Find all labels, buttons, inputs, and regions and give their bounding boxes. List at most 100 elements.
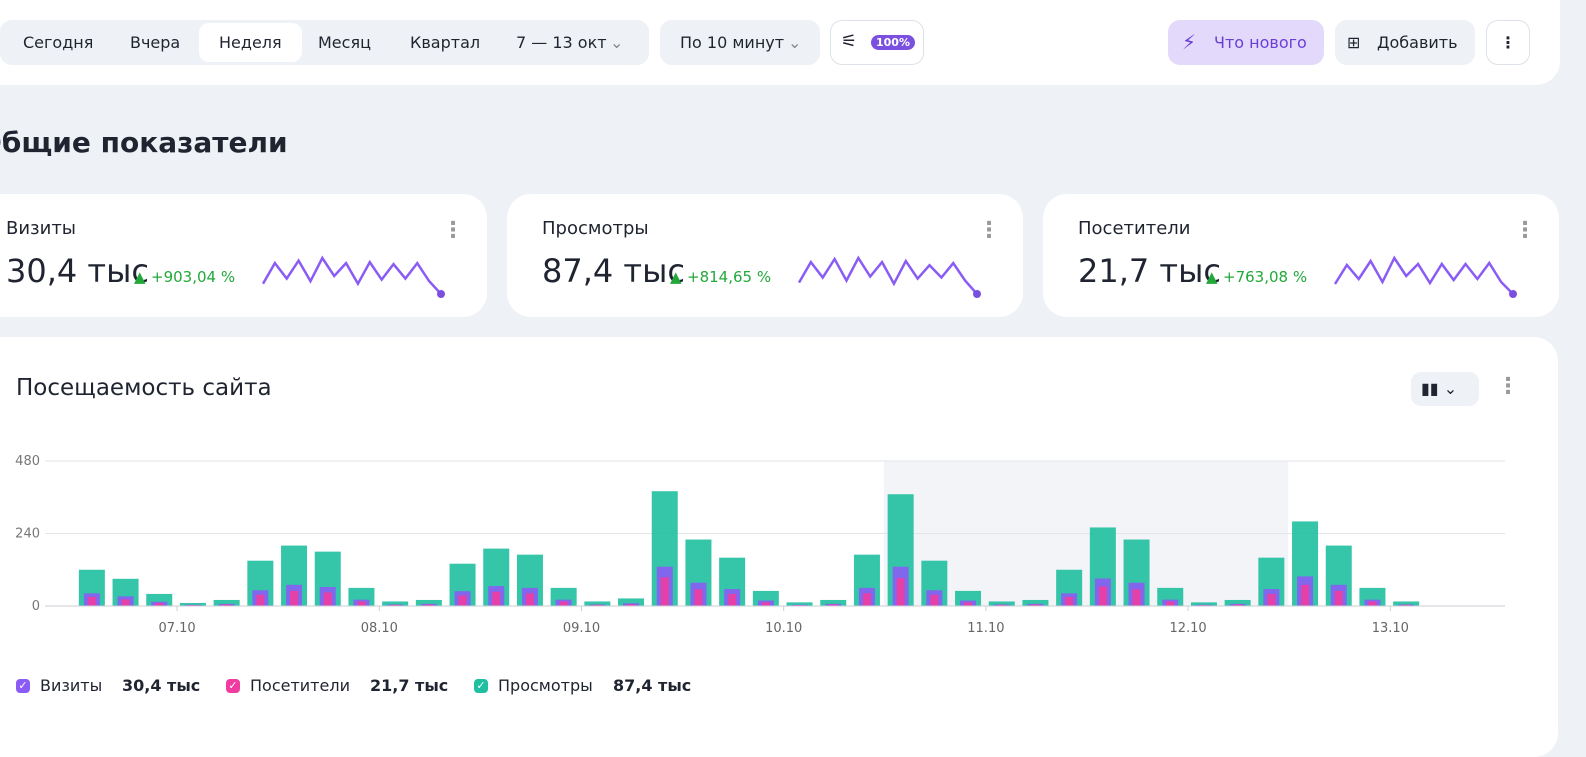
x-tick-label: 11.10: [967, 621, 1004, 636]
bar: [1368, 601, 1377, 606]
bolt-icon: ⚡: [1182, 30, 1197, 54]
bar: [1031, 604, 1040, 606]
sparkline-line: [1333, 255, 1514, 295]
bar: [525, 593, 534, 606]
bar: [290, 590, 299, 606]
bar: [1267, 593, 1276, 606]
bar: [997, 604, 1006, 606]
section-title: Общие показатели: [0, 126, 288, 159]
card-menu[interactable]: ⋮: [1514, 218, 1536, 243]
filter-badge: 100%: [871, 35, 915, 50]
add-label: Добавить: [1377, 33, 1458, 52]
bar: [1132, 589, 1141, 606]
chevron: ⌄: [788, 33, 802, 52]
whats-new[interactable]: Что нового ⚡: [1168, 20, 1324, 65]
sparkline-dot: [437, 290, 445, 298]
legend-checkbox[interactable]: ✓: [226, 679, 240, 693]
granularity[interactable]: По 10 минут ⌄: [660, 20, 820, 65]
bar: [761, 602, 770, 606]
legend-checkbox[interactable]: ✓: [16, 679, 30, 693]
card-value: 21,7 тыс: [1078, 252, 1221, 290]
legend-name: Посетители: [250, 676, 350, 695]
bar: [1393, 601, 1420, 606]
bar: [415, 599, 442, 606]
bar: [222, 604, 231, 606]
bar: [829, 604, 838, 606]
add-button[interactable]: Добавить ⊞: [1335, 20, 1475, 65]
bar: [1402, 604, 1411, 606]
period-button[interactable]: Неделя: [199, 23, 302, 62]
card-menu[interactable]: ⋮: [978, 218, 1000, 243]
sparkline-line: [797, 255, 978, 295]
bar: [1190, 602, 1217, 606]
card-value: 87,4 тыс: [542, 252, 685, 290]
bar: [627, 604, 636, 606]
bar: [213, 599, 240, 606]
x-tick-label: 10.10: [765, 621, 802, 636]
bar: [121, 599, 130, 606]
bar: [1334, 590, 1343, 606]
x-tick-label: 09.10: [563, 621, 600, 636]
sparkline-dot: [973, 290, 981, 298]
legend-total: 30,4 тыс: [122, 676, 201, 695]
bar: [179, 602, 206, 606]
sparkline: [1333, 255, 1517, 298]
bar: [155, 602, 164, 606]
more-button[interactable]: ⋮: [1486, 20, 1530, 65]
metric-card: Посетители 21,7 тыс +763,08 % ▲ ⋮: [1043, 194, 1559, 317]
legend-total: 87,4 тыс: [613, 676, 692, 695]
card-title: Визиты: [6, 218, 77, 239]
bar: [584, 601, 611, 606]
bar: [694, 589, 703, 606]
bar: [424, 604, 433, 606]
card-value: 30,4 тыс: [6, 252, 149, 290]
period-group: Сегодня Вчера Неделя Месяц Квартал 7 — 13 окт…: [0, 20, 649, 65]
metric-card: Визиты 30,4 тыс +903,04 % ▲ ⋮: [0, 194, 487, 317]
bar: [786, 602, 813, 606]
filter-icon: ⚟: [841, 31, 858, 52]
legend-name: Визиты: [40, 676, 103, 695]
bar: [391, 604, 400, 606]
chart: 0 240 480 07.10 08.10 09.10 10.10 11.10 12.10 13.…: [15, 454, 1505, 636]
sparkline: [261, 255, 445, 298]
y-tick-label: 240: [15, 527, 40, 542]
up-arrow: ▲: [134, 268, 146, 286]
y-tick-label: 0: [32, 599, 40, 614]
x-tick-label: 07.10: [158, 621, 195, 636]
chevron: ⌄: [610, 33, 624, 52]
bar: [357, 601, 366, 606]
period-button[interactable]: Месяц: [318, 33, 371, 52]
legend-checkbox[interactable]: ✓: [474, 679, 488, 693]
card-menu[interactable]: ⋮: [442, 218, 464, 243]
legend-name: Просмотры: [498, 676, 593, 695]
granularity-label: По 10 минут: [680, 33, 785, 52]
sparkline-dot: [1509, 290, 1517, 298]
period-button[interactable]: Квартал: [410, 33, 481, 52]
chart-menu[interactable]: ⋮: [1497, 374, 1519, 399]
bar: [728, 593, 737, 606]
bar: [492, 591, 501, 606]
bar: [862, 593, 871, 606]
date-range[interactable]: 7 — 13 окт: [516, 33, 607, 52]
x-tick-label: 08.10: [361, 621, 398, 636]
bar: [593, 604, 602, 606]
filter-button[interactable]: ⚟ 100%: [830, 20, 924, 65]
bar: [323, 592, 332, 606]
bar: [1098, 586, 1107, 606]
x-tick-label: 12.10: [1169, 621, 1206, 636]
card-title: Посетители: [1078, 218, 1191, 239]
bar: [1233, 604, 1242, 606]
bar: [820, 599, 847, 606]
y-tick-label: 480: [15, 454, 40, 469]
chart-type-button[interactable]: ▮▮ ⌄: [1411, 372, 1479, 406]
bar: [87, 596, 96, 606]
card-change: +903,04 %: [151, 268, 236, 286]
bar: [1065, 596, 1074, 606]
card-change: +763,08 %: [1223, 268, 1308, 286]
up-arrow: ▲: [670, 268, 682, 286]
period-button[interactable]: Вчера: [130, 33, 181, 52]
bar: [559, 601, 568, 606]
period-button[interactable]: Сегодня: [23, 33, 94, 52]
metric-card: Просмотры 87,4 тыс +814,65 % ▲ ⋮: [507, 194, 1023, 317]
